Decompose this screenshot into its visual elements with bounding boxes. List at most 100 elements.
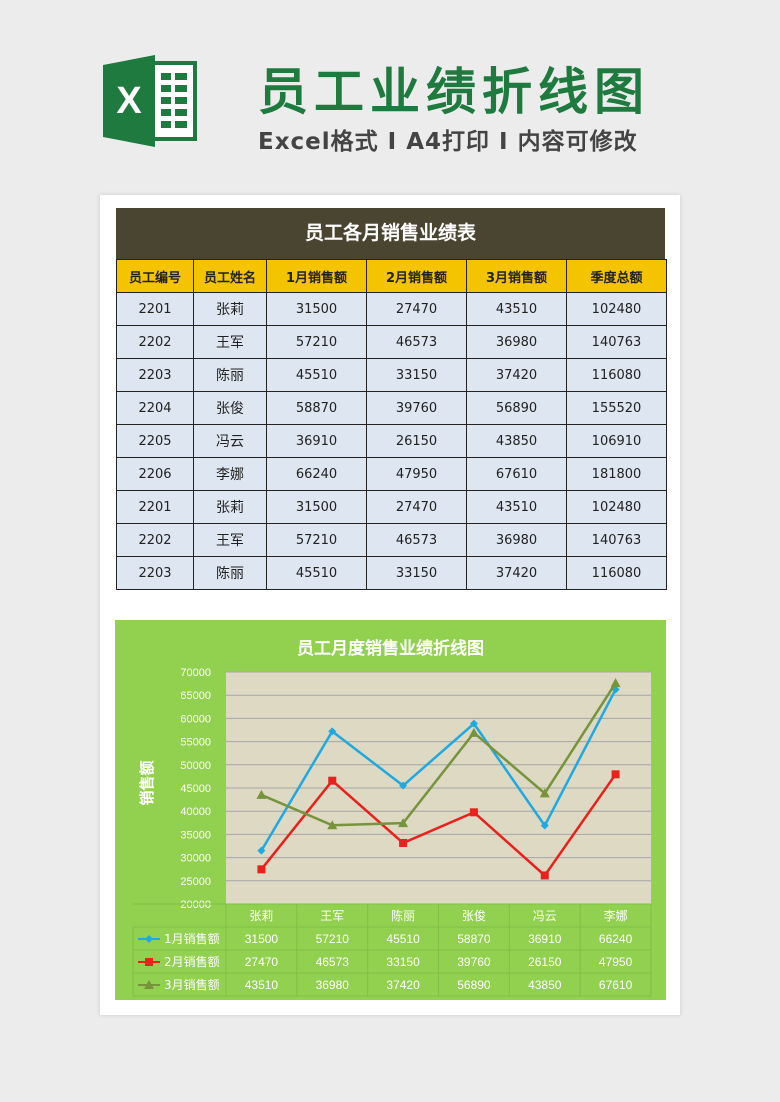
table-cell: 31500	[266, 292, 367, 326]
data-point	[399, 781, 408, 790]
table-row: 2203 陈丽 45510 33150 37420 116080	[116, 556, 667, 590]
table-cell: 102480	[566, 490, 667, 524]
sales-table: 员工编号 员工姓名 1月销售额 2月销售额 3月销售额 季度总额 2201 张莉 3…	[116, 259, 667, 590]
data-table-value: 27470	[245, 955, 279, 969]
table-cell: 58870	[266, 391, 367, 425]
table-cell: 张莉	[193, 292, 267, 326]
table-cell: 46573	[366, 325, 467, 359]
y-tick-label: 25000	[180, 876, 211, 888]
y-tick-label: 45000	[180, 783, 211, 795]
logo-letter: X	[116, 80, 142, 122]
table-cell: 56890	[466, 391, 567, 425]
data-point	[328, 776, 337, 785]
page-subtitle: Excel格式 Ⅰ A4打印 Ⅰ 内容可修改	[258, 129, 638, 155]
legend-label: 1月销售额	[164, 931, 220, 946]
data-table-value: 67610	[599, 978, 633, 992]
table-cell: 45510	[266, 556, 367, 590]
table-cell: 2201	[116, 490, 194, 524]
table-cell: 67610	[466, 457, 567, 491]
table-cell: 57210	[266, 523, 367, 557]
data-point	[257, 846, 266, 855]
y-tick-label: 70000	[180, 667, 211, 679]
table-cell: 36980	[466, 523, 567, 557]
table-cell: 102480	[566, 292, 667, 326]
table-cell: 116080	[566, 358, 667, 392]
table-cell: 43510	[466, 490, 567, 524]
data-point	[540, 871, 549, 880]
y-tick-label: 35000	[180, 829, 211, 841]
table-cell: 冯云	[193, 424, 267, 458]
data-table-value: 45510	[386, 932, 420, 946]
data-table-value: 36910	[528, 932, 562, 946]
legend-label: 2月销售额	[164, 954, 220, 969]
data-point	[144, 980, 154, 989]
series-line	[260, 688, 617, 852]
x-tick-label: 陈丽	[391, 908, 415, 923]
table-cell: 155520	[566, 391, 667, 425]
y-tick-label: 65000	[180, 690, 211, 702]
data-point	[398, 818, 409, 828]
x-tick-label: 张莉	[249, 909, 273, 923]
table-cell: 33150	[366, 358, 467, 392]
table-cell: 66240	[266, 457, 367, 491]
table-row: 2206 李娜 66240 47950 67610 181800	[116, 457, 667, 491]
x-tick-label: 李娜	[604, 908, 628, 923]
data-point	[256, 789, 267, 799]
table-cell: 王军	[193, 325, 267, 359]
table-cell: 46573	[366, 523, 467, 557]
table-cell: 陈丽	[193, 358, 267, 392]
data-table-value: 36980	[316, 978, 350, 992]
data-table-value: 47950	[599, 955, 633, 969]
data-table-value: 57210	[316, 932, 350, 946]
table-cell: 37420	[466, 358, 567, 392]
data-point	[469, 808, 478, 817]
table-cell: 36980	[466, 325, 567, 359]
data-table-value: 31500	[245, 932, 279, 946]
table-cell: 27470	[366, 292, 467, 326]
table-cell: 26150	[366, 424, 467, 458]
data-point	[328, 727, 337, 736]
column-header: 1月销售额	[266, 259, 367, 293]
table-row: 2205 冯云 36910 26150 43850 106910	[116, 424, 667, 458]
data-point	[257, 865, 266, 874]
data-table-value: 43850	[528, 978, 562, 992]
y-tick-label: 20000	[180, 899, 211, 911]
y-tick-label: 50000	[180, 760, 211, 772]
column-header: 3月销售额	[466, 259, 567, 293]
data-point	[539, 788, 550, 798]
chart-title: 员工月度销售业绩折线图	[297, 639, 484, 659]
table-cell: 李娜	[193, 457, 267, 491]
table-cell: 张俊	[193, 391, 267, 425]
data-table-value: 26150	[528, 955, 562, 969]
data-point	[145, 958, 153, 966]
table-cell: 37420	[466, 556, 567, 590]
data-table-value: 33150	[386, 955, 420, 969]
data-table-value: 56890	[457, 978, 491, 992]
table-cell: 陈丽	[193, 556, 267, 590]
data-point	[469, 719, 478, 728]
x-tick-label: 冯云	[533, 909, 557, 923]
series-line	[260, 773, 617, 878]
data-point	[610, 678, 621, 688]
table-cell: 2203	[116, 556, 194, 590]
data-point	[540, 821, 549, 830]
table-cell: 2205	[116, 424, 194, 458]
table-cell: 45510	[266, 358, 367, 392]
column-header: 季度总额	[566, 259, 667, 293]
page-title: 员工业绩折线图	[258, 63, 650, 121]
x-tick-label: 张俊	[462, 908, 486, 923]
data-point	[327, 820, 338, 830]
table-cell: 2206	[116, 457, 194, 491]
data-table-value: 43510	[245, 978, 279, 992]
data-point	[399, 838, 408, 847]
data-point	[145, 935, 153, 943]
data-point	[611, 770, 620, 779]
table-cell: 27470	[366, 490, 467, 524]
table-cell: 36910	[266, 424, 367, 458]
table-cell: 116080	[566, 556, 667, 590]
legend-label: 3月销售额	[164, 977, 220, 992]
table-cell: 140763	[566, 325, 667, 359]
data-table-value: 39760	[457, 955, 491, 969]
data-table-value: 46573	[316, 955, 350, 969]
table-cell: 47950	[366, 457, 467, 491]
